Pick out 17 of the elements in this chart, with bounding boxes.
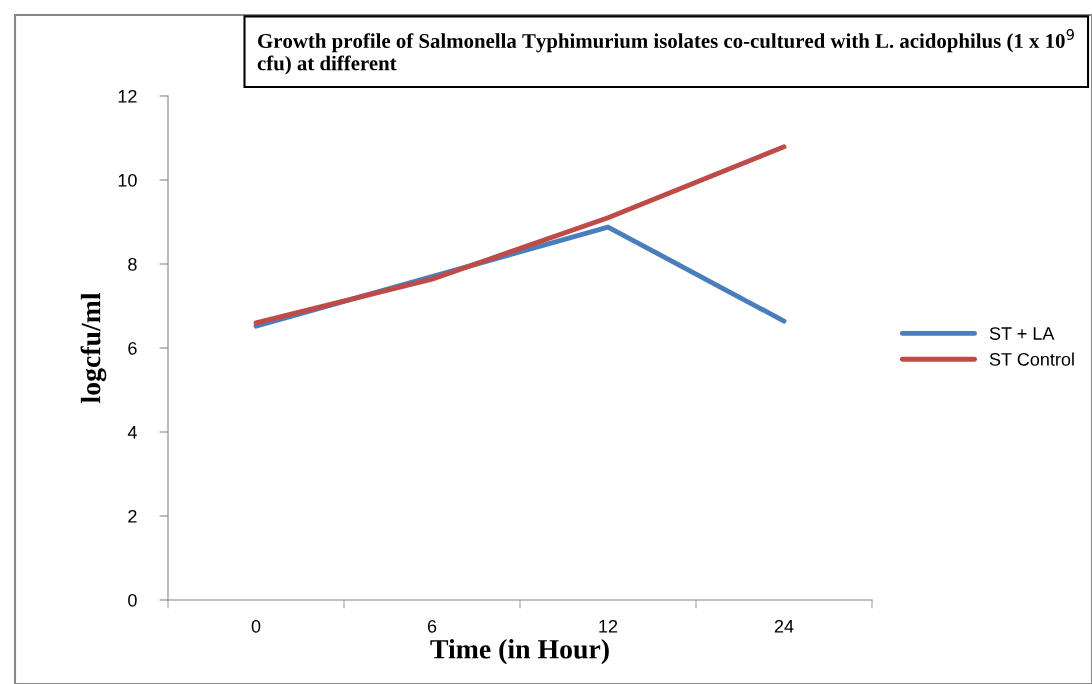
y-tick-label: 10 <box>118 173 137 187</box>
y-axis-title: logcfu/ml <box>80 292 107 403</box>
legend-label: ST Control <box>989 352 1074 366</box>
legend-label: ST + LA <box>989 327 1055 340</box>
x-tick-label: 0 <box>251 619 261 633</box>
y-tick-label: 0 <box>128 593 137 607</box>
y-tick-label: 6 <box>128 341 137 355</box>
y-tick-label: 8 <box>128 257 137 271</box>
x-tick-label: 24 <box>774 619 794 633</box>
chart-title: Growth profile of Salmonella Typhimurium isolates co-cultured with L. acidophilus (1 x 10$^{9}$ cfu) at different <box>257 29 1074 75</box>
x-axis-title: Time (in Hour) <box>430 639 609 665</box>
y-tick-label: 4 <box>127 426 137 439</box>
y-tick-label: 12 <box>118 89 137 103</box>
y-tick-label: 2 <box>128 509 137 523</box>
line-series <box>253 144 787 326</box>
x-tick-label: 12 <box>599 619 618 633</box>
x-tick-label: 6 <box>427 619 437 633</box>
